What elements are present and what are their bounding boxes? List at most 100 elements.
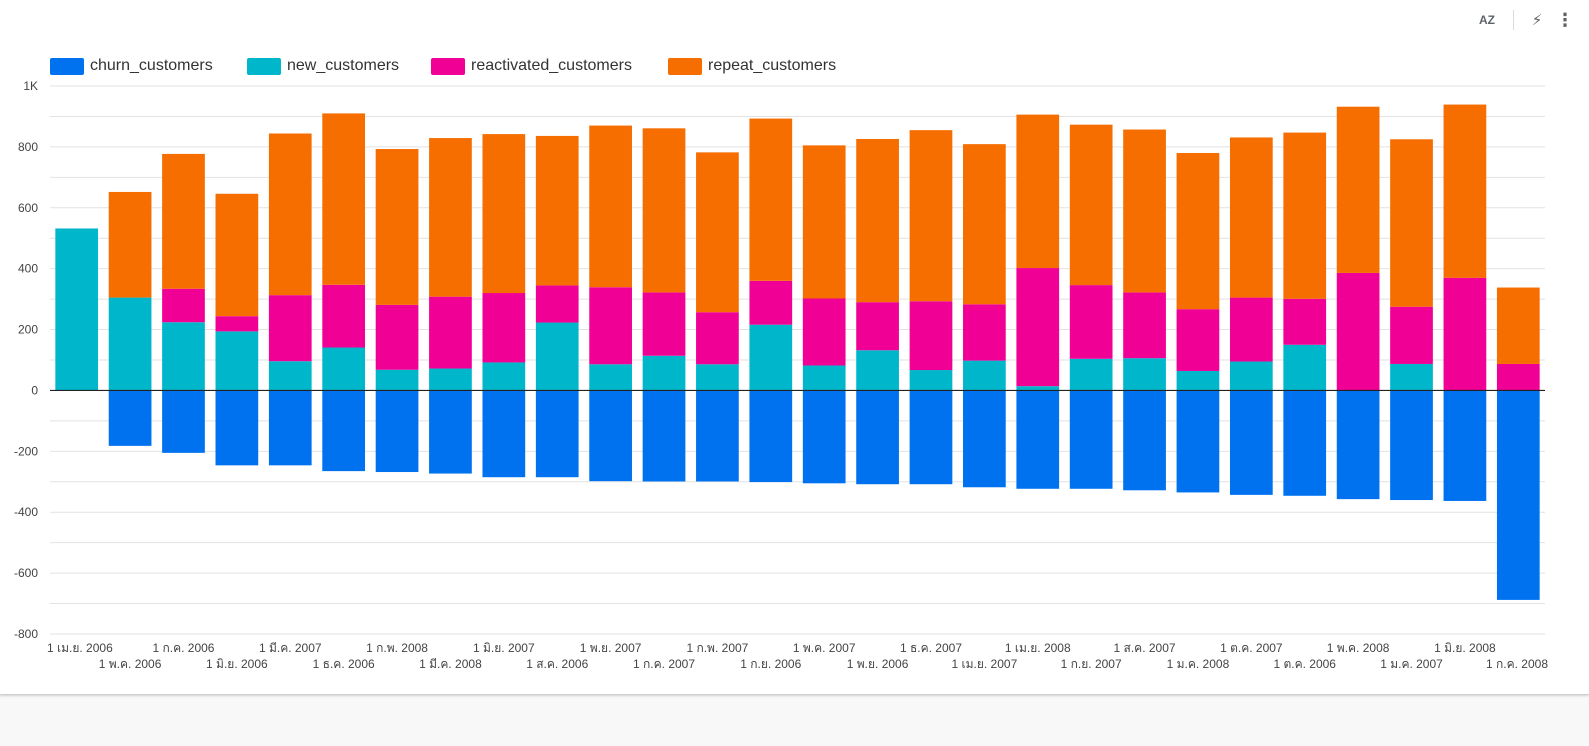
bar-churn_customers[interactable] <box>1229 390 1273 495</box>
bar-new_customers[interactable] <box>1390 363 1433 391</box>
bar-repeat_customers[interactable] <box>535 135 579 286</box>
bar-reactivated_customers[interactable] <box>1283 298 1327 345</box>
bar-repeat_customers[interactable] <box>589 125 632 288</box>
bar-repeat_customers[interactable] <box>268 133 312 296</box>
bar-repeat_customers[interactable] <box>642 128 686 293</box>
bar-churn_customers[interactable] <box>909 390 953 485</box>
bar-repeat_customers[interactable] <box>429 138 472 297</box>
bar-repeat_customers[interactable] <box>963 144 1006 305</box>
bar-reactivated_customers[interactable] <box>1390 306 1433 364</box>
bar-repeat_customers[interactable] <box>802 145 846 299</box>
bar-churn_customers[interactable] <box>429 390 472 474</box>
bar-new_customers[interactable] <box>1016 386 1060 391</box>
bar-churn_customers[interactable] <box>1176 390 1220 493</box>
bar-new_customers[interactable] <box>589 364 632 391</box>
bar-reactivated_customers[interactable] <box>642 292 686 356</box>
bar-reactivated_customers[interactable] <box>1016 268 1060 387</box>
bar-new_customers[interactable] <box>1123 358 1166 391</box>
bar-reactivated_customers[interactable] <box>1229 297 1273 362</box>
legend-item-churn[interactable]: churn_customers <box>50 56 213 76</box>
bar-new_customers[interactable] <box>909 370 953 391</box>
bar-reactivated_customers[interactable] <box>696 312 739 365</box>
bar-reactivated_customers[interactable] <box>909 301 953 371</box>
bar-new_customers[interactable] <box>322 347 366 391</box>
bar-churn_customers[interactable] <box>1283 390 1327 496</box>
bar-churn_customers[interactable] <box>856 390 899 485</box>
bar-repeat_customers[interactable] <box>108 191 152 298</box>
bar-reactivated_customers[interactable] <box>535 285 579 323</box>
bar-reactivated_customers[interactable] <box>1176 309 1220 371</box>
bar-churn_customers[interactable] <box>162 390 205 453</box>
sort-az-icon[interactable]: AZ <box>1479 13 1495 27</box>
bar-new_customers[interactable] <box>963 360 1006 391</box>
bar-churn_customers[interactable] <box>482 390 526 478</box>
bar-churn_customers[interactable] <box>268 390 312 466</box>
bar-repeat_customers[interactable] <box>1443 104 1487 278</box>
bar-new_customers[interactable] <box>429 368 472 391</box>
bar-repeat_customers[interactable] <box>215 193 259 317</box>
bar-new_customers[interactable] <box>162 322 205 391</box>
bar-repeat_customers[interactable] <box>749 118 793 281</box>
bar-new_customers[interactable] <box>55 228 99 391</box>
bar-reactivated_customers[interactable] <box>429 296 472 369</box>
bar-new_customers[interactable] <box>642 355 686 391</box>
bar-reactivated_customers[interactable] <box>1069 285 1113 359</box>
bar-churn_customers[interactable] <box>1336 390 1380 500</box>
bar-new_customers[interactable] <box>856 350 899 391</box>
legend-item-repeat[interactable]: repeat_customers <box>668 56 836 76</box>
bar-new_customers[interactable] <box>802 365 846 391</box>
bar-repeat_customers[interactable] <box>1176 152 1220 310</box>
bar-churn_customers[interactable] <box>1016 390 1060 489</box>
bar-reactivated_customers[interactable] <box>482 293 526 363</box>
bar-new_customers[interactable] <box>535 322 579 391</box>
bar-reactivated_customers[interactable] <box>1443 277 1487 391</box>
bar-churn_customers[interactable] <box>535 390 579 478</box>
legend-item-new[interactable]: new_customers <box>247 56 399 76</box>
bar-reactivated_customers[interactable] <box>322 284 366 348</box>
bar-reactivated_customers[interactable] <box>1123 292 1166 359</box>
bar-new_customers[interactable] <box>1229 361 1273 391</box>
bar-churn_customers[interactable] <box>1069 390 1113 489</box>
bar-new_customers[interactable] <box>375 369 419 391</box>
bar-new_customers[interactable] <box>268 361 312 391</box>
bar-churn_customers[interactable] <box>589 390 632 482</box>
bar-reactivated_customers[interactable] <box>856 302 899 351</box>
bar-new_customers[interactable] <box>1069 358 1113 391</box>
bar-repeat_customers[interactable] <box>1016 114 1060 269</box>
bar-repeat_customers[interactable] <box>856 138 899 303</box>
bar-churn_customers[interactable] <box>642 390 686 482</box>
bar-churn_customers[interactable] <box>108 390 152 446</box>
more-options-icon[interactable]: ⋮ <box>1556 9 1574 30</box>
bar-reactivated_customers[interactable] <box>1496 363 1540 391</box>
bar-reactivated_customers[interactable] <box>589 287 632 365</box>
bar-reactivated_customers[interactable] <box>1336 272 1380 391</box>
bar-churn_customers[interactable] <box>749 390 793 483</box>
bar-repeat_customers[interactable] <box>162 153 205 289</box>
bar-repeat_customers[interactable] <box>1123 129 1166 293</box>
bar-repeat_customers[interactable] <box>322 113 366 285</box>
bar-churn_customers[interactable] <box>696 390 739 482</box>
bar-repeat_customers[interactable] <box>1336 106 1380 273</box>
bar-new_customers[interactable] <box>482 362 526 391</box>
bar-churn_customers[interactable] <box>215 390 259 466</box>
bar-churn_customers[interactable] <box>1443 390 1487 501</box>
bar-new_customers[interactable] <box>108 297 152 391</box>
bar-reactivated_customers[interactable] <box>268 295 312 362</box>
bar-churn_customers[interactable] <box>1390 390 1433 501</box>
bar-repeat_customers[interactable] <box>375 149 419 305</box>
bar-churn_customers[interactable] <box>1496 390 1540 600</box>
bar-churn_customers[interactable] <box>322 390 366 472</box>
bar-repeat_customers[interactable] <box>482 134 526 294</box>
bar-repeat_customers[interactable] <box>1229 137 1273 298</box>
bar-repeat_customers[interactable] <box>696 152 739 313</box>
bar-reactivated_customers[interactable] <box>162 288 205 323</box>
bar-churn_customers[interactable] <box>1123 390 1166 491</box>
bar-repeat_customers[interactable] <box>1069 124 1113 286</box>
bar-reactivated_customers[interactable] <box>375 304 419 370</box>
bar-repeat_customers[interactable] <box>1390 139 1433 307</box>
bar-reactivated_customers[interactable] <box>749 280 793 325</box>
legend-item-reactivated[interactable]: reactivated_customers <box>431 56 632 76</box>
bar-repeat_customers[interactable] <box>1283 132 1327 299</box>
bar-repeat_customers[interactable] <box>1496 287 1540 364</box>
bar-reactivated_customers[interactable] <box>963 304 1006 361</box>
